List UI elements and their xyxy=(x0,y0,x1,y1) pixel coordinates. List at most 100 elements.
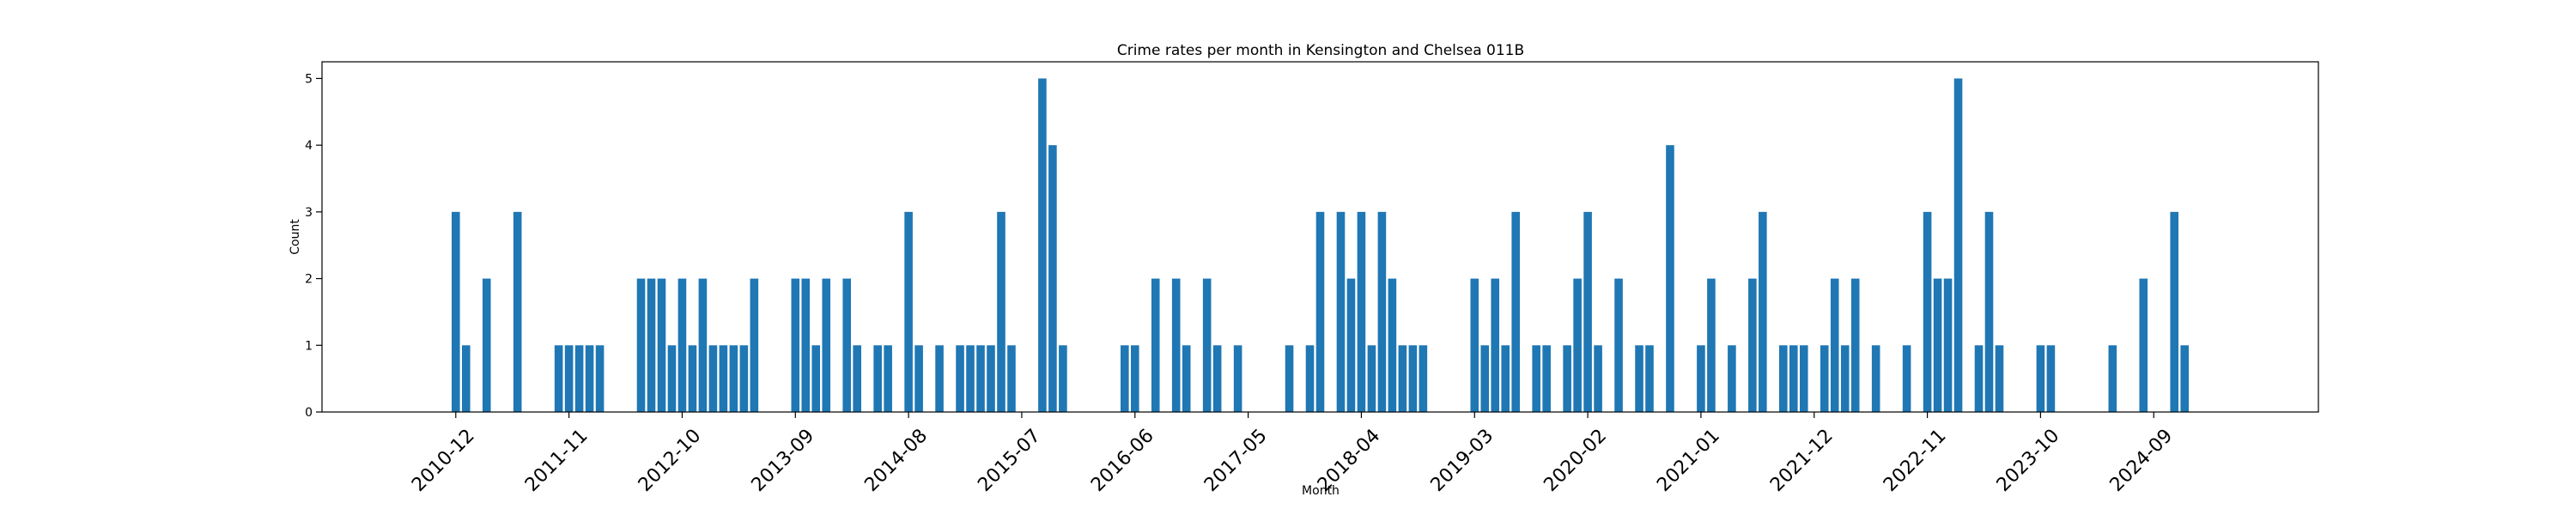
bar-2021-02 xyxy=(1707,278,1716,412)
bar-2012-06 xyxy=(636,278,646,412)
bar-2020-03 xyxy=(1594,345,1602,412)
bar-2022-01 xyxy=(1820,345,1829,412)
bar-2022-12 xyxy=(1933,278,1942,412)
bar-2020-07 xyxy=(1635,345,1643,412)
bar-2024-08 xyxy=(2139,278,2148,412)
bar-2011-01 xyxy=(461,345,471,412)
bar-2012-07 xyxy=(647,278,656,412)
bar-2022-06 xyxy=(1871,345,1880,412)
bar-2023-01 xyxy=(1943,278,1953,412)
bar-2015-04 xyxy=(987,345,995,412)
bar-2012-11 xyxy=(688,345,697,412)
bar-2015-09 xyxy=(1038,78,1047,413)
bar-2017-09 xyxy=(1285,345,1294,412)
bar-2022-04 xyxy=(1850,278,1860,412)
y-tick-label: 3 xyxy=(305,206,313,220)
bar-2022-11 xyxy=(1923,211,1932,412)
y-axis: 0 1 2 3 4 5 xyxy=(305,72,322,420)
bar-2019-05 xyxy=(1491,278,1500,412)
bar-2024-11 xyxy=(2170,211,2179,412)
bar-2018-09 xyxy=(1408,345,1418,412)
bar-2018-02 xyxy=(1336,211,1346,412)
bar-2015-10 xyxy=(1048,145,1057,412)
bar-2019-09 xyxy=(1532,345,1540,412)
x-tick-label: 2015-07 xyxy=(974,425,1045,496)
bar-2017-02 xyxy=(1212,345,1222,412)
bar-2014-11 xyxy=(935,345,944,412)
x-tick-label: 2014-08 xyxy=(860,425,932,496)
x-tick-label: 2022-11 xyxy=(1880,425,1951,496)
bar-2020-10 xyxy=(1666,145,1674,412)
bar-2016-11 xyxy=(1182,345,1191,412)
bar-2012-08 xyxy=(657,278,666,412)
bar-2012-01 xyxy=(585,345,594,412)
bar-2011-03 xyxy=(482,278,491,412)
y-tick-label: 2 xyxy=(305,273,313,287)
y-tick-label: 5 xyxy=(305,72,313,86)
bar-2012-12 xyxy=(698,278,708,412)
bar-2019-07 xyxy=(1511,211,1520,412)
bar-2019-12 xyxy=(1563,345,1571,412)
bar-2021-01 xyxy=(1697,345,1705,412)
x-tick-label: 2024-09 xyxy=(2106,425,2178,496)
x-tick-label: 2012-10 xyxy=(635,425,706,496)
bar-2024-05 xyxy=(2108,345,2117,412)
x-tick-label: 2016-06 xyxy=(1087,425,1158,496)
y-tick-label: 4 xyxy=(305,139,313,153)
x-tick-label: 2019-03 xyxy=(1427,425,1498,496)
bar-2019-04 xyxy=(1480,345,1490,412)
bar-2018-10 xyxy=(1419,345,1428,412)
bar-2020-02 xyxy=(1583,211,1592,412)
bar-2015-03 xyxy=(976,345,985,412)
bar-2011-10 xyxy=(554,345,563,412)
bar-2013-12 xyxy=(822,278,831,412)
bar-2019-10 xyxy=(1542,345,1551,412)
x-axis: 2010-12 2011-11 2012-10 2013-09 2014-08 2015-… xyxy=(408,412,2177,496)
bar-2013-01 xyxy=(708,345,718,412)
x-tick-label: 2010-12 xyxy=(408,425,479,496)
bar-2011-11 xyxy=(564,345,574,412)
bar-2018-04 xyxy=(1357,211,1366,412)
bar-2013-04 xyxy=(739,345,749,412)
x-tick-label: 2020-02 xyxy=(1540,425,1611,496)
y-tick-label: 1 xyxy=(305,339,313,353)
bar-2011-12 xyxy=(574,345,584,412)
bar-2018-03 xyxy=(1346,278,1356,412)
y-tick-label: 0 xyxy=(305,406,313,420)
bar-2016-05 xyxy=(1121,345,1129,412)
x-tick-label: 2013-09 xyxy=(748,425,819,496)
bar-2016-10 xyxy=(1171,278,1181,412)
bar-2015-02 xyxy=(966,345,975,412)
plot-frame xyxy=(321,61,2319,413)
bar-2021-10 xyxy=(1789,345,1798,412)
bar-2018-05 xyxy=(1367,345,1376,412)
bar-2013-03 xyxy=(729,345,738,412)
bar-2015-05 xyxy=(997,211,1005,412)
bar-2021-09 xyxy=(1779,345,1788,412)
x-axis-label: Month xyxy=(1302,484,1340,498)
bar-2013-09 xyxy=(791,278,800,412)
bar-2012-10 xyxy=(677,278,687,412)
bar-2022-09 xyxy=(1902,345,1911,412)
x-tick-label: 2021-12 xyxy=(1766,425,1838,496)
bar-2020-08 xyxy=(1645,345,1654,412)
bar-2013-11 xyxy=(811,345,821,412)
bar-2022-02 xyxy=(1830,278,1839,412)
bar-2018-06 xyxy=(1377,211,1387,412)
bar-2020-05 xyxy=(1614,278,1623,412)
bar-2012-09 xyxy=(667,345,677,412)
bar-2017-01 xyxy=(1202,278,1212,412)
bar-2014-03 xyxy=(853,345,861,412)
bar-2024-12 xyxy=(2180,345,2189,412)
bar-2013-05 xyxy=(750,278,759,412)
bar-2021-04 xyxy=(1728,345,1736,412)
x-tick-label: 2017-05 xyxy=(1200,425,1272,496)
x-tick-label: 2023-10 xyxy=(1993,425,2064,496)
x-tick-label: 2011-11 xyxy=(521,425,592,496)
bar-2014-05 xyxy=(873,345,882,412)
bar-2015-01 xyxy=(956,345,964,412)
bar-2021-11 xyxy=(1799,345,1808,412)
bar-2016-08 xyxy=(1151,278,1160,412)
x-tick-label: 2021-01 xyxy=(1653,425,1724,496)
